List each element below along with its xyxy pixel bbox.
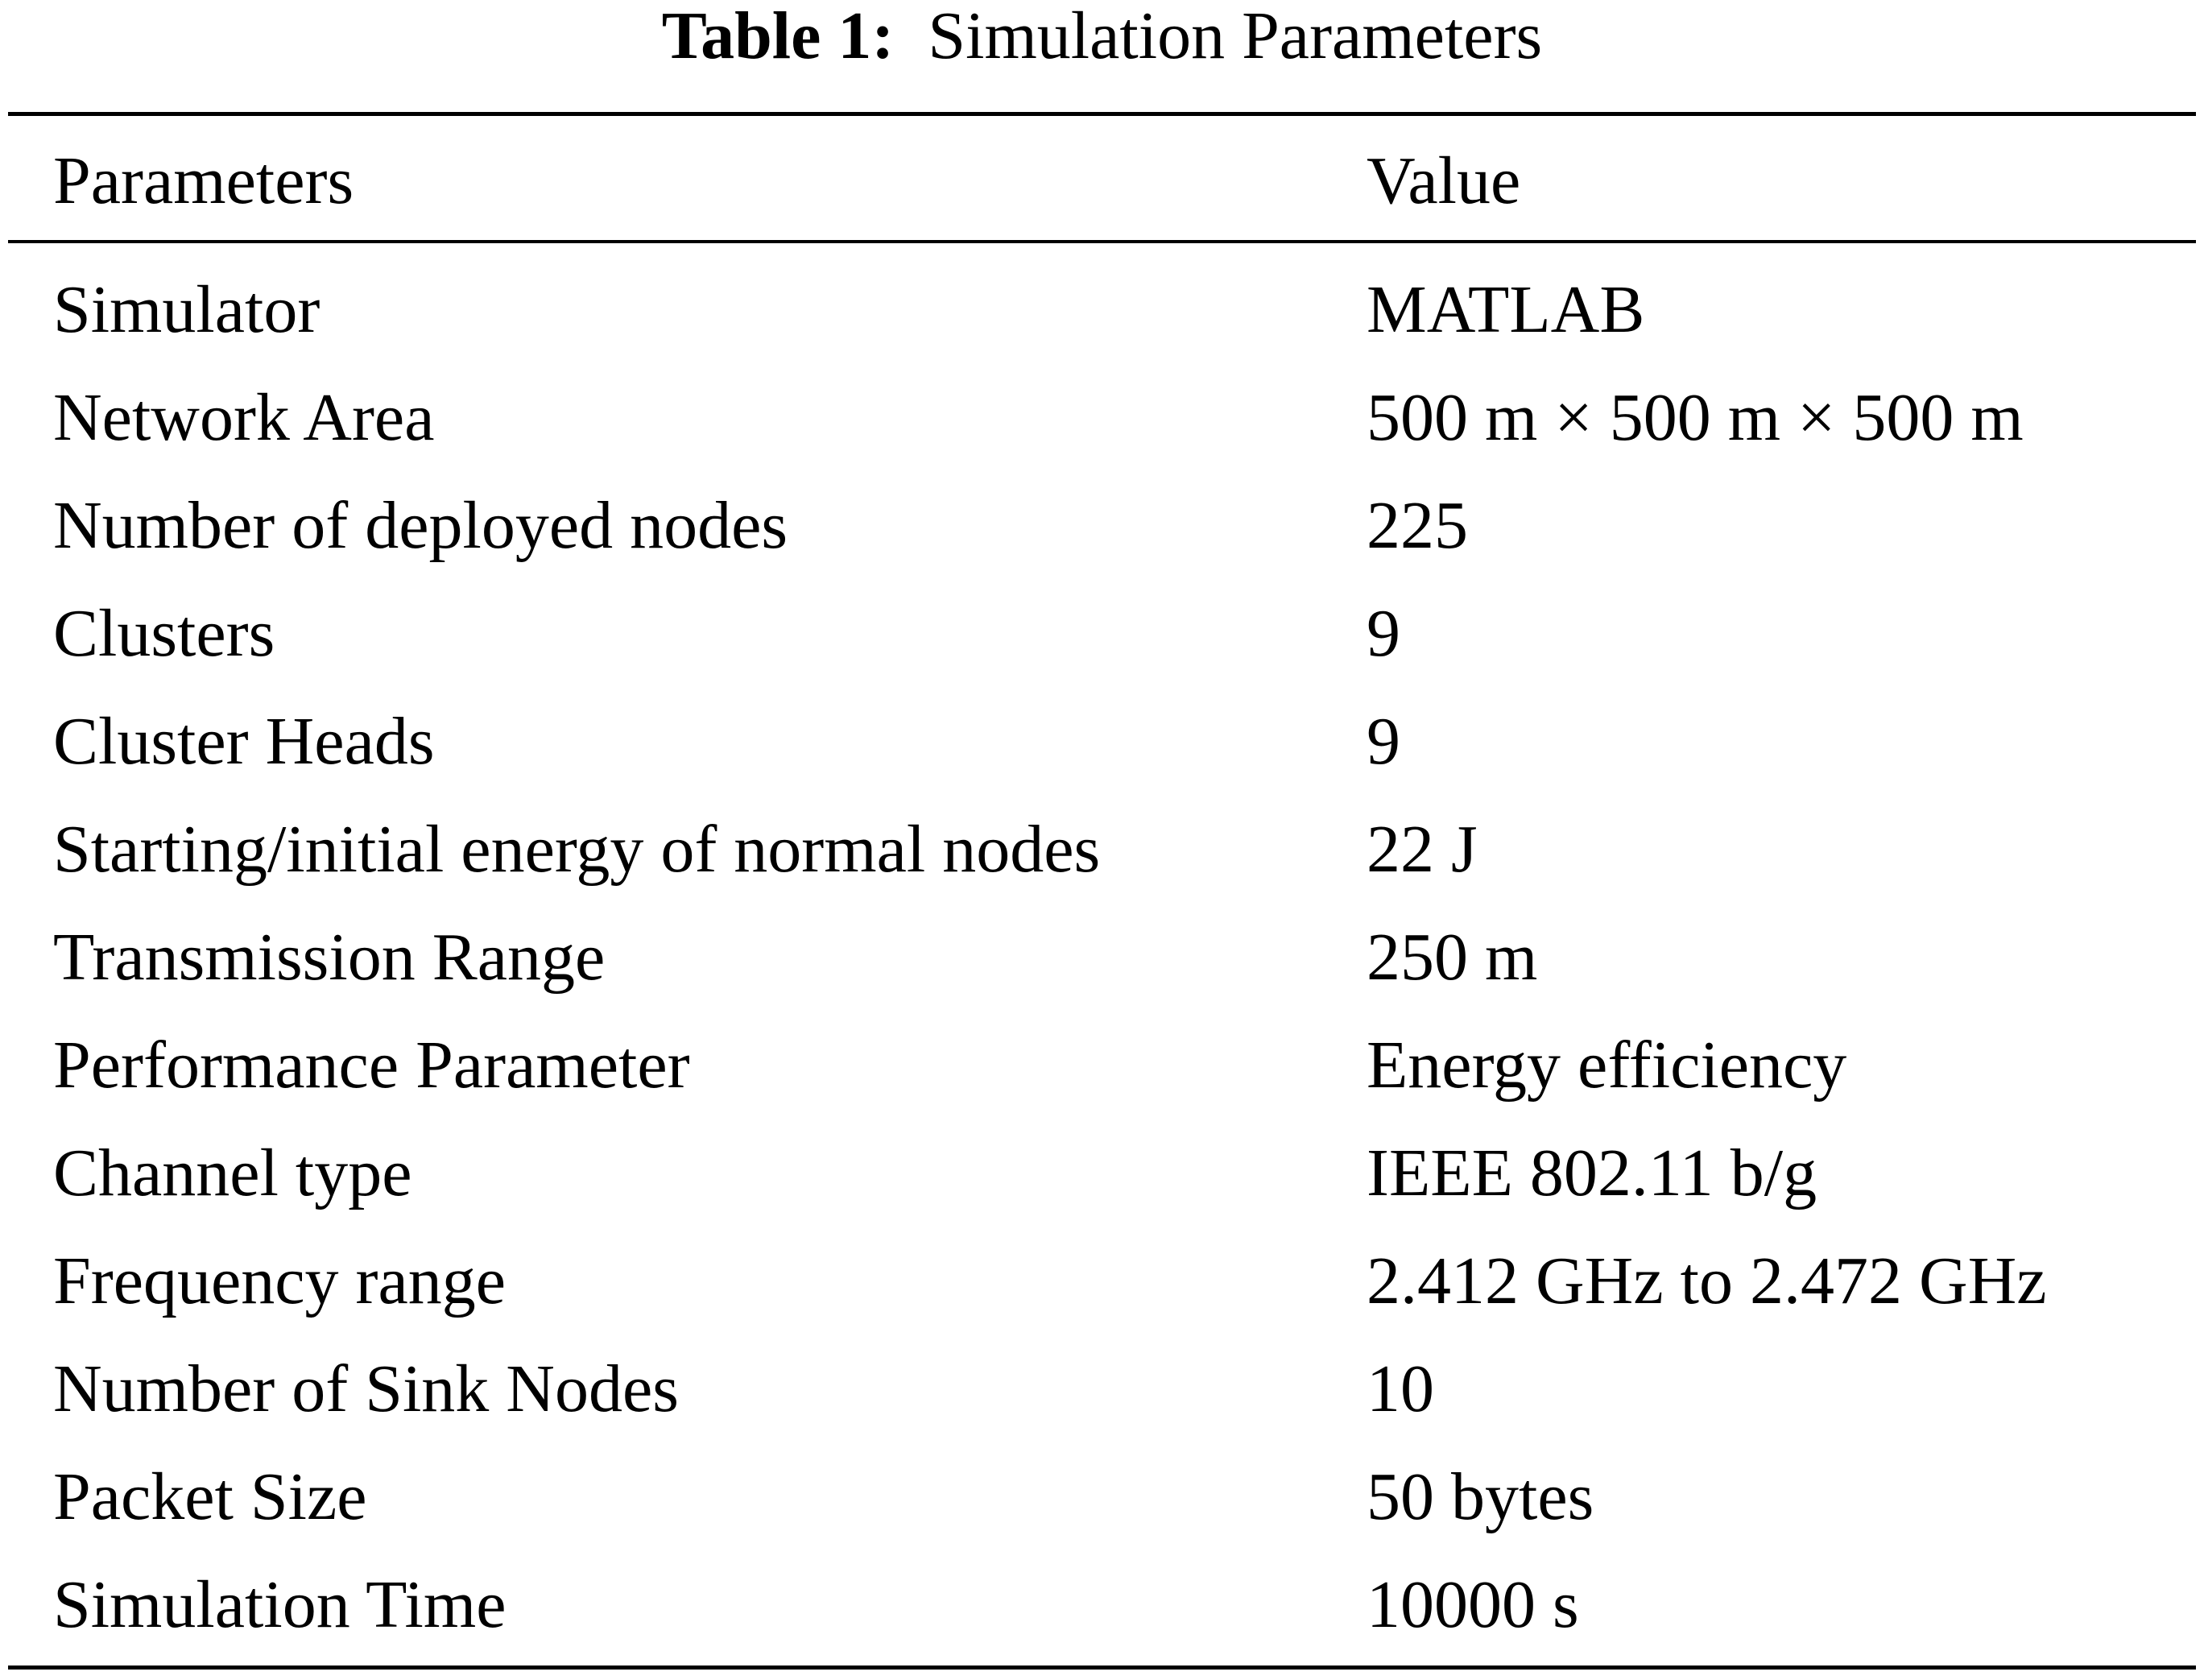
table-row: Simulation Time 10000 s xyxy=(0,1551,2204,1659)
parameter-cell: Channel type xyxy=(53,1136,412,1210)
header-value: Value xyxy=(1367,143,1521,218)
table-row: Simulator MATLAB xyxy=(0,256,2204,364)
table-row: Packet Size 50 bytes xyxy=(0,1443,2204,1551)
table-header-row: Parameters Value xyxy=(0,127,2204,235)
bottom-rule xyxy=(8,1666,2196,1670)
parameter-cell: Network Area xyxy=(53,380,435,455)
table-row: Cluster Heads 9 xyxy=(0,688,2204,796)
table-row: Performance Parameter Energy efficiency xyxy=(0,1012,2204,1119)
value-cell: 2.412 GHz to 2.472 GHz xyxy=(1367,1243,2047,1318)
parameter-cell: Simulator xyxy=(53,272,320,347)
table-title: Simulation Parameters xyxy=(928,0,1543,73)
parameter-cell: Performance Parameter xyxy=(53,1028,690,1103)
value-cell: Energy efficiency xyxy=(1367,1028,1847,1103)
value-cell: 9 xyxy=(1367,596,1400,671)
value-cell: 10000 s xyxy=(1367,1567,1579,1642)
value-cell: 22 J xyxy=(1367,812,1478,887)
value-cell: IEEE 802.11 b/g xyxy=(1367,1136,1817,1210)
parameter-cell: Clusters xyxy=(53,596,275,671)
table-row: Number of Sink Nodes 10 xyxy=(0,1335,2204,1443)
top-rule xyxy=(8,112,2196,116)
parameter-cell: Starting/initial energy of normal nodes xyxy=(53,812,1101,887)
table-number: Table 1: xyxy=(661,0,895,73)
parameter-cell: Number of deployed nodes xyxy=(53,488,788,563)
parameter-cell: Cluster Heads xyxy=(53,704,435,779)
table-row: Clusters 9 xyxy=(0,580,2204,688)
parameter-cell: Packet Size xyxy=(53,1459,367,1534)
parameter-cell: Frequency range xyxy=(53,1243,507,1318)
value-cell: MATLAB xyxy=(1367,272,1645,347)
value-cell: 225 xyxy=(1367,488,1468,563)
table-row: Frequency range 2.412 GHz to 2.472 GHz xyxy=(0,1227,2204,1335)
parameter-cell: Number of Sink Nodes xyxy=(53,1351,679,1426)
parameter-cell: Simulation Time xyxy=(53,1567,507,1642)
value-cell: 500 m × 500 m × 500 m xyxy=(1367,380,2024,455)
table-row: Network Area 500 m × 500 m × 500 m xyxy=(0,364,2204,472)
value-cell: 250 m xyxy=(1367,920,1538,995)
table-caption: Table 1: Simulation Parameters xyxy=(0,0,2204,72)
table-row: Number of deployed nodes 225 xyxy=(0,472,2204,580)
header-parameters: Parameters xyxy=(53,143,354,218)
parameter-cell: Transmission Range xyxy=(53,920,606,995)
header-rule xyxy=(8,240,2196,243)
value-cell: 10 xyxy=(1367,1351,1434,1426)
table-row: Transmission Range 250 m xyxy=(0,904,2204,1012)
value-cell: 9 xyxy=(1367,704,1400,779)
table-row: Channel type IEEE 802.11 b/g xyxy=(0,1119,2204,1227)
value-cell: 50 bytes xyxy=(1367,1459,1594,1534)
table-row: Starting/initial energy of normal nodes 2… xyxy=(0,796,2204,904)
